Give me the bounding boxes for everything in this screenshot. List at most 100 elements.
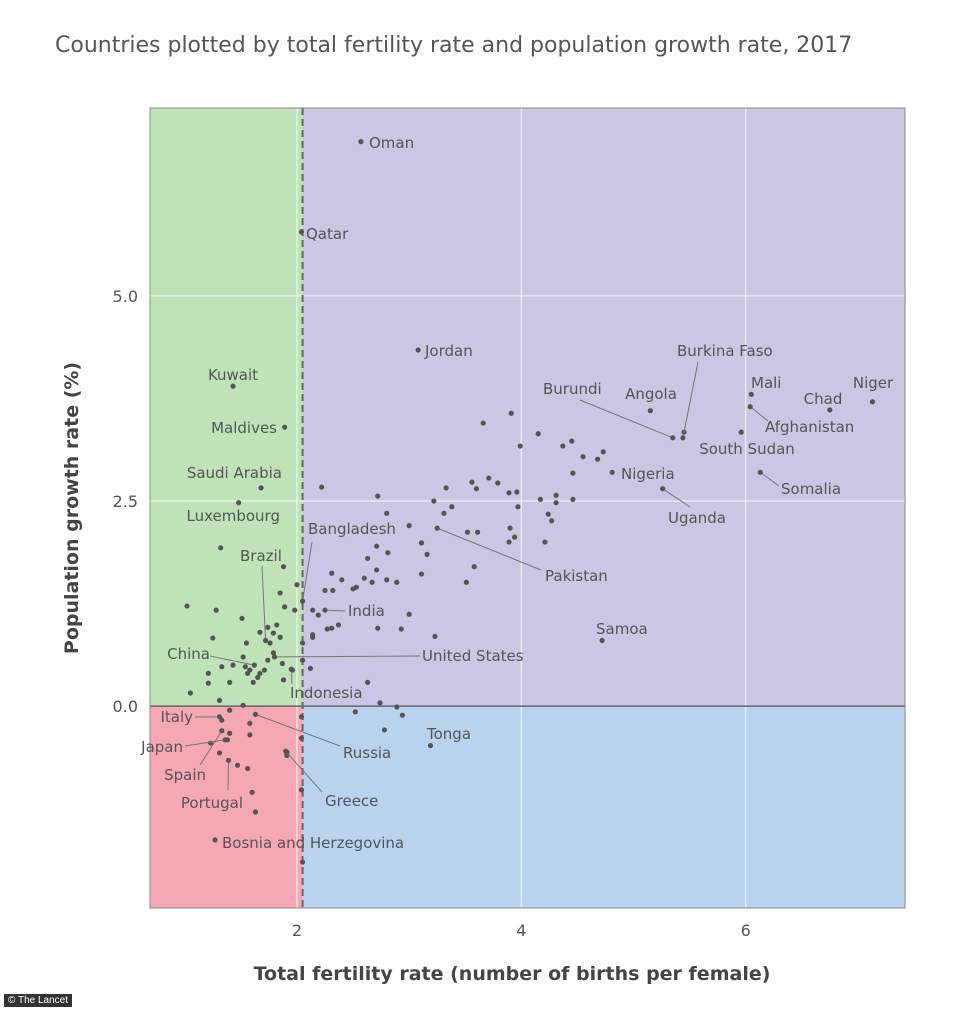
- data-point-labeled: [427, 742, 434, 749]
- data-point: [265, 624, 271, 630]
- point-label: Afghanistan: [765, 418, 854, 436]
- point-label: South Sudan: [699, 440, 795, 458]
- data-point: [257, 629, 263, 635]
- point-label: Bosnia and Herzegovina: [222, 834, 404, 852]
- point-label: Saudi Arabia: [187, 464, 282, 482]
- data-point-labeled: [216, 714, 223, 720]
- data-point: [243, 640, 250, 646]
- data-point: [249, 789, 255, 795]
- data-point: [329, 625, 335, 631]
- data-point: [384, 510, 390, 516]
- data-point: [279, 660, 285, 667]
- data-point: [299, 859, 306, 865]
- data-point-labeled: [230, 383, 236, 389]
- leader-line: [324, 609, 346, 612]
- point-label: Jordan: [424, 342, 473, 360]
- data-point: [230, 662, 236, 668]
- data-point-labeled: [738, 429, 744, 435]
- point-label: India: [348, 602, 385, 620]
- data-point: [374, 543, 380, 549]
- data-point: [335, 622, 342, 628]
- x-axis-label: Total fertility rate (number of births p…: [254, 963, 771, 985]
- data-point: [394, 579, 400, 585]
- point-label: Somalia: [781, 480, 841, 498]
- data-point: [569, 438, 575, 444]
- leader-line: [274, 655, 421, 658]
- data-point-labeled: [322, 607, 328, 613]
- data-point-labeled: [225, 757, 232, 763]
- point-label: Burundi: [543, 380, 602, 398]
- data-point: [322, 587, 328, 594]
- data-point-labeled: [258, 485, 264, 491]
- quadrant-high-fertility-growth: [302, 108, 906, 707]
- data-point: [570, 470, 576, 476]
- data-point-labeled: [647, 408, 653, 414]
- data-point-labeled: [251, 662, 257, 668]
- data-point: [339, 577, 345, 583]
- data-point: [216, 750, 223, 756]
- point-label: Qatar: [306, 225, 349, 243]
- y-tick-label: 0.0: [113, 697, 138, 716]
- data-point: [443, 485, 449, 491]
- data-point: [277, 590, 283, 596]
- point-label: Chad: [804, 390, 843, 408]
- leader-line: [227, 760, 230, 791]
- data-point: [545, 511, 551, 517]
- data-points: Oman Qatar Jordan Kuwait Maldives Saudi Arabi…: [140, 134, 894, 865]
- data-point: [216, 697, 223, 704]
- data-point: [506, 539, 512, 545]
- data-point-labeled: [271, 654, 278, 660]
- point-label: Luxembourg: [187, 507, 281, 525]
- data-point-labeled: [827, 407, 833, 413]
- data-point: [463, 579, 469, 585]
- data-point: [580, 454, 586, 460]
- data-point: [280, 677, 287, 683]
- point-label: Mali: [751, 374, 781, 392]
- data-point: [245, 765, 251, 772]
- leader-line: [662, 488, 691, 508]
- point-label: Angola: [625, 385, 677, 403]
- data-point: [464, 529, 471, 535]
- data-point: [542, 539, 548, 545]
- data-point: [352, 709, 358, 715]
- point-label: Indonesia: [290, 684, 363, 702]
- data-point-labeled: [282, 424, 288, 430]
- data-point: [247, 732, 253, 738]
- data-point: [330, 587, 336, 594]
- point-label: China: [167, 645, 210, 663]
- data-point-labeled: [222, 737, 228, 743]
- y-tick-label: 5.0: [113, 287, 138, 306]
- data-point-labeled: [236, 500, 242, 506]
- data-point: [310, 607, 316, 613]
- point-label: Niger: [853, 374, 894, 392]
- leader-line: [749, 406, 769, 422]
- data-point-labeled: [219, 728, 225, 734]
- data-point: [374, 567, 380, 573]
- leader-line: [255, 713, 341, 747]
- leader-line: [285, 750, 323, 793]
- data-point-labeled: [747, 404, 753, 410]
- data-point: [282, 604, 288, 610]
- point-label: Portugal: [181, 794, 243, 812]
- data-point: [469, 479, 475, 485]
- data-point: [240, 702, 246, 708]
- point-label: Burkina Faso: [677, 342, 773, 360]
- data-point-labeled: [660, 486, 666, 492]
- data-point: [432, 633, 438, 640]
- data-point: [267, 640, 273, 646]
- plot-border: [149, 107, 906, 909]
- data-point: [187, 690, 193, 696]
- data-point: [299, 640, 306, 646]
- data-point: [242, 664, 248, 670]
- point-label: Samoa: [596, 620, 648, 638]
- data-point: [511, 534, 518, 540]
- axis-ticks: 2 4 6 0.0 2.5 5.0: [113, 287, 751, 940]
- data-point-labeled: [288, 666, 294, 672]
- data-point: [517, 443, 523, 449]
- data-point: [535, 431, 541, 437]
- data-point: [537, 496, 544, 502]
- data-point: [252, 809, 259, 815]
- data-point: [210, 635, 216, 641]
- point-label: United States: [422, 647, 524, 665]
- data-point-labeled: [434, 525, 440, 531]
